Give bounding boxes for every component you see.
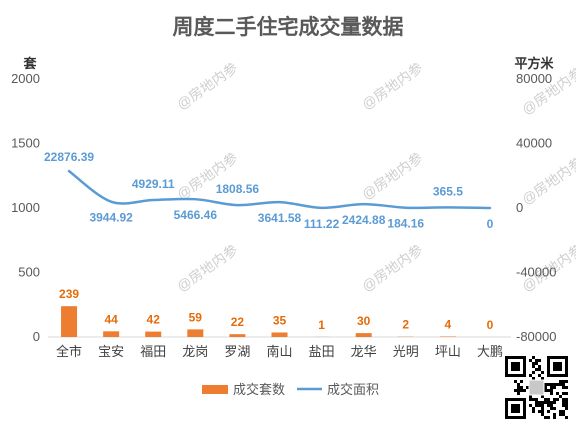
chart-title: 周度二手住宅成交量数据 bbox=[173, 15, 404, 39]
legend-label-bar: 成交套数 bbox=[233, 382, 285, 397]
bar-坪山 bbox=[439, 336, 456, 337]
line-label-福田: 4929.11 bbox=[132, 177, 175, 191]
bar-label-盐田: 1 bbox=[318, 318, 325, 332]
watermark-text: @房地内参 bbox=[519, 154, 576, 207]
bar-label-光明: 2 bbox=[402, 318, 409, 332]
area-series-line bbox=[67, 169, 492, 210]
bar-data-labels: 239 44 42 59 22 35 1 30 2 4 0 bbox=[59, 287, 494, 332]
category-label: 龙岗 bbox=[182, 344, 208, 359]
bar-label-南山: 35 bbox=[273, 313, 287, 327]
bar-全市 bbox=[61, 306, 78, 337]
bar-label-龙华: 30 bbox=[357, 314, 371, 328]
bar-福田 bbox=[145, 331, 162, 337]
bar-label-大鹏: 0 bbox=[487, 318, 494, 332]
left-tick-label: 500 bbox=[18, 265, 40, 280]
bar-label-龙岗: 59 bbox=[189, 310, 203, 324]
watermark-text: @房地内参 bbox=[359, 241, 426, 294]
category-labels: 全市 宝安 福田 龙岗 罗湖 南山 盐田 龙华 光明 坪山 大鹏 bbox=[56, 344, 503, 359]
watermark-text: @房地内参 bbox=[174, 59, 241, 112]
bar-龙华 bbox=[355, 333, 372, 337]
category-label: 龙华 bbox=[351, 344, 377, 359]
watermark-text: @房地内参 bbox=[174, 241, 241, 294]
category-label: 福田 bbox=[140, 344, 166, 359]
bar-南山 bbox=[271, 332, 288, 337]
watermark-text: @房地内参 bbox=[359, 59, 426, 112]
right-tick-label: 40000 bbox=[516, 136, 552, 151]
bar-罗湖 bbox=[229, 334, 246, 337]
bar-龙岗 bbox=[187, 329, 204, 337]
line-label-盐田: 111.22 bbox=[304, 217, 340, 231]
category-label: 南山 bbox=[266, 344, 292, 359]
category-label: 罗湖 bbox=[224, 344, 250, 359]
qr-code bbox=[503, 354, 570, 421]
bar-label-全市: 239 bbox=[59, 287, 79, 301]
line-data-labels: 22876.39 3944.92 4929.11 5466.46 1808.56 3641… bbox=[44, 150, 494, 231]
category-label: 大鹏 bbox=[477, 344, 503, 359]
line-label-南山: 3641.58 bbox=[258, 211, 302, 225]
line-label-全市: 22876.39 bbox=[44, 150, 94, 164]
left-tick-label: 1500 bbox=[11, 136, 40, 151]
category-label: 全市 bbox=[56, 344, 82, 359]
right-tick-label: -40000 bbox=[516, 265, 556, 280]
right-tick-label: 80000 bbox=[516, 71, 552, 86]
right-tick-label: 0 bbox=[516, 200, 523, 215]
bar-宝安 bbox=[103, 331, 120, 337]
left-tick-label: 2000 bbox=[11, 71, 40, 86]
left-tick-label: 0 bbox=[33, 329, 40, 344]
right-axis-label: 平方米 bbox=[514, 56, 554, 71]
watermark-text: @房地内参 bbox=[359, 149, 426, 202]
bar-label-罗湖: 22 bbox=[231, 315, 245, 329]
bar-label-坪山: 4 bbox=[445, 317, 452, 331]
watermark-layer: @房地内参 @房地内参@房地内参 @房地内参 @房地内参@房地内参 @房地内参 @房地内参… bbox=[174, 59, 576, 294]
legend: 成交套数 成交面积 bbox=[202, 382, 379, 397]
left-axis-label: 套 bbox=[22, 56, 37, 71]
left-axis-ticks: 0 500 1000 1500 2000 bbox=[11, 71, 40, 344]
line-label-龙岗: 5466.46 bbox=[174, 208, 218, 222]
bar-label-福田: 42 bbox=[147, 313, 161, 327]
category-label: 光明 bbox=[393, 344, 419, 359]
line-label-宝安: 3944.92 bbox=[89, 211, 133, 225]
legend-swatch-bar bbox=[202, 385, 228, 394]
line-label-罗湖: 1808.56 bbox=[216, 182, 260, 196]
line-label-大鹏: 0 bbox=[487, 217, 494, 231]
category-label: 盐田 bbox=[309, 344, 335, 359]
category-label: 坪山 bbox=[435, 344, 461, 359]
line-label-光明: 184.16 bbox=[387, 217, 424, 231]
bar-series bbox=[61, 306, 456, 337]
bar-label-宝安: 44 bbox=[104, 312, 118, 326]
left-tick-label: 1000 bbox=[11, 200, 40, 215]
legend-label-line: 成交面积 bbox=[327, 382, 379, 397]
category-label: 宝安 bbox=[98, 344, 124, 359]
line-label-龙华: 2424.88 bbox=[342, 213, 386, 227]
right-axis-ticks: -80000 -40000 0 40000 80000 bbox=[516, 71, 556, 344]
line-label-坪山: 365.5 bbox=[433, 184, 463, 198]
right-tick-label: -80000 bbox=[516, 329, 556, 344]
